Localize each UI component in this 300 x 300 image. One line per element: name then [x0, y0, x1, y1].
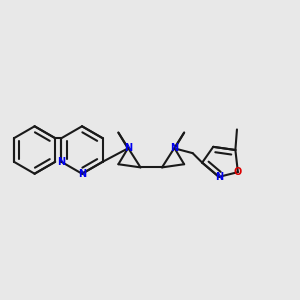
Text: N: N — [57, 157, 65, 167]
Text: N: N — [124, 143, 132, 153]
Text: N: N — [78, 169, 86, 179]
Text: N: N — [171, 143, 179, 153]
Text: N: N — [215, 172, 223, 182]
Text: O: O — [234, 167, 242, 177]
